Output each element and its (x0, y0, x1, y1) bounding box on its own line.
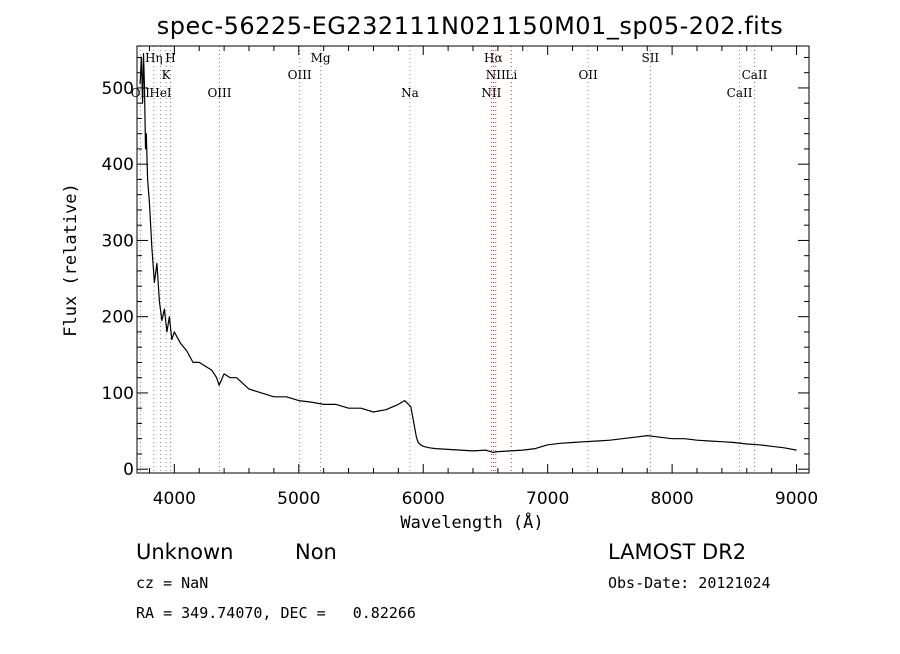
spectral-line-label: SII (641, 51, 659, 65)
spectral-line-label: Hα (484, 51, 503, 65)
spectral-line-label: Na (401, 86, 419, 100)
x-axis-label: Wavelength (Å) (400, 511, 543, 533)
spectrum-series-line (139, 52, 797, 453)
spectral-line-label: OIII (207, 86, 231, 100)
plot-frame (136, 45, 810, 474)
spectral-line-label: Li (505, 68, 517, 82)
chart-title: spec-56225-EG232111N021150M01_sp05-202.f… (157, 12, 783, 40)
series-layer (139, 52, 797, 453)
spectral-line-label: K (162, 68, 172, 82)
spectral-line-label: H (165, 51, 175, 65)
footer-subclass: Non (295, 540, 337, 564)
spectral-line-label: HeI (149, 86, 172, 100)
spectral-line-label: OII (131, 86, 151, 100)
footer-survey: LAMOST DR2 (608, 540, 747, 564)
spectral-line-label: NII (486, 68, 506, 82)
y-tick-label: 500 (102, 79, 134, 99)
x-tick-label: 4000 (153, 489, 196, 509)
footer-coordinates: RA = 349.74070, DEC = 0.82266 (136, 604, 416, 622)
y-tick-label: 400 (102, 155, 134, 175)
ticks-layer: 4000 5000 6000 7000 8000 9000 0 100 200 300 400 500 (102, 46, 818, 509)
y-tick-label: 100 (102, 384, 134, 404)
spectral-line-label: CaII (742, 68, 768, 82)
y-tick-label: 0 (123, 460, 134, 480)
x-tick-label: 8000 (650, 489, 693, 509)
spectral-line-label: CaII (727, 86, 753, 100)
spectral-line-label: OIII (288, 68, 312, 82)
x-tick-label: 6000 (402, 489, 445, 509)
y-tick-label: 300 (102, 231, 134, 251)
x-tick-label: 9000 (775, 489, 818, 509)
spectral-line-label: OII (578, 68, 598, 82)
x-tick-label: 5000 (277, 489, 320, 509)
footer-cz: cz = NaN (136, 574, 209, 592)
spectral-line-label: Hη (145, 51, 163, 65)
footer-obs-date: Obs-Date: 20121024 (608, 574, 771, 592)
y-axis-label: Flux (relative) (61, 183, 81, 337)
spectral-line-label: Mg (311, 51, 331, 65)
footer-class: Unknown (136, 540, 234, 564)
y-tick-label: 200 (102, 308, 134, 328)
x-tick-label: 7000 (526, 489, 569, 509)
spectral-line-label: NII (481, 86, 501, 100)
